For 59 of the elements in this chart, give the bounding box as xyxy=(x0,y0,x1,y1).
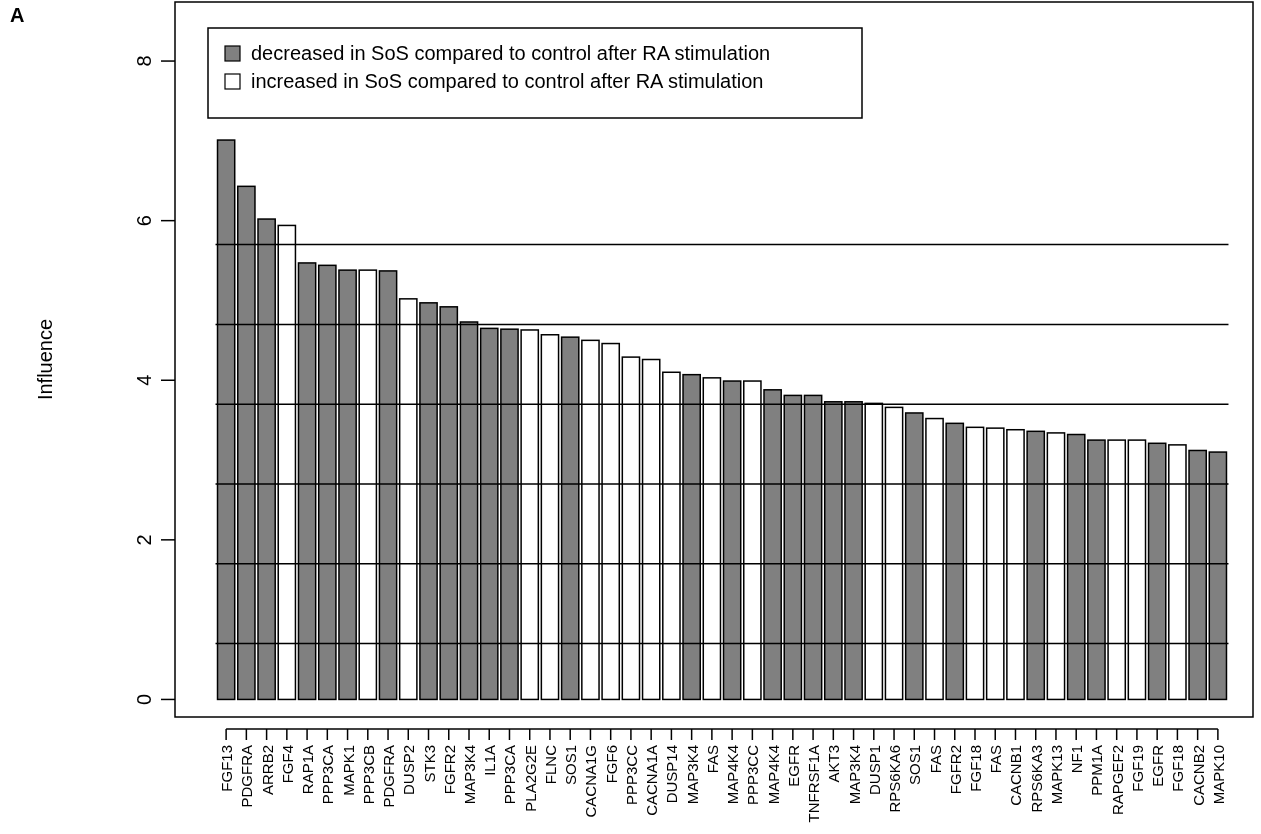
x-tick-label: FAS xyxy=(926,745,944,774)
x-tick-label: AKT3 xyxy=(825,745,843,783)
x-tick-label: MAPK13 xyxy=(1047,745,1065,805)
x-tick-label: FGF18 xyxy=(967,745,984,792)
y-tick-label: 8 xyxy=(133,55,155,67)
x-tick-label: RPS6KA6 xyxy=(886,745,904,813)
x-tick-label: PDGFRA xyxy=(380,745,398,808)
x-tick-label: FAS xyxy=(987,745,1005,774)
x-tick-label: IL1A xyxy=(481,745,499,776)
x-tick-label: PDGFRA xyxy=(238,745,256,808)
x-tick-label: FGF13 xyxy=(218,745,236,792)
x-tick-label: FGF18 xyxy=(1169,745,1187,792)
x-tick-label: RAPGEF2 xyxy=(1108,745,1126,816)
x-tick-label: TNFRSF1A xyxy=(805,745,823,823)
x-tick-label: MAP3K4 xyxy=(845,745,863,805)
x-tick-label: ARRB2 xyxy=(258,745,276,796)
x-tick-label: CACNB1 xyxy=(1007,745,1025,806)
x-tick-label: FGF19 xyxy=(1128,745,1146,792)
x-tick-label: PPP3CC xyxy=(744,744,762,806)
x-tick-label: MAP3K4 xyxy=(683,745,701,805)
x-tick-label: MAP3K4 xyxy=(461,745,478,805)
x-tick-label: NF1 xyxy=(1068,745,1086,774)
legend-label: decreased in SoS compared to control after RA stimulation xyxy=(251,42,771,64)
x-tick-label: FLNC xyxy=(541,744,559,785)
x-tick-label: SOS1 xyxy=(562,745,580,786)
x-tick-label: CACNA1A xyxy=(643,745,661,816)
x-tick-label: DUSP14 xyxy=(663,745,681,804)
x-tick-label: DUSP1 xyxy=(865,745,883,796)
x-tick-label: PLA2G2E xyxy=(521,745,539,812)
x-tick-label: CACNA1G xyxy=(582,745,600,818)
x-tick-label: RPS6KA3 xyxy=(1027,745,1045,813)
x-tick-label: SOS1 xyxy=(906,745,924,786)
x-tick-label: FAS xyxy=(703,745,721,774)
x-tick-label: MAP4K4 xyxy=(724,745,742,805)
y-tick-label: 2 xyxy=(133,534,155,546)
x-tick-label: FGFR2 xyxy=(440,745,458,795)
x-tick-label: RAP1A xyxy=(299,745,317,795)
x-tick-label: PPM1A xyxy=(1088,745,1106,796)
y-tick-label: 0 xyxy=(133,693,155,706)
y-tick-label: 4 xyxy=(133,374,155,386)
text: A xyxy=(10,4,25,26)
x-tick-label: PPP3CB xyxy=(359,745,377,805)
x-tick-label: CACNB2 xyxy=(1189,745,1207,806)
x-tick-label: PPP3CA xyxy=(319,745,337,805)
legend-label: increased in SoS compared to control after RA stimulation xyxy=(251,70,764,92)
x-tick-label: MAPK1 xyxy=(339,745,357,796)
x-tick-label: STK3 xyxy=(420,745,438,783)
x-tick-label: PPP3CA xyxy=(501,745,519,805)
x-tick-label: MAP4K4 xyxy=(764,745,782,805)
x-tick-label: EGFR xyxy=(784,744,802,787)
x-tick-label: FGF6 xyxy=(602,745,620,784)
x-tick-label: EGFR xyxy=(1149,744,1167,787)
x-tick-label: MAPK10 xyxy=(1209,745,1227,805)
x-tick-label: DUSP2 xyxy=(400,745,418,796)
y-axis-title: Influence xyxy=(34,318,56,401)
x-tick-label: FGFR2 xyxy=(946,745,964,795)
y-tick-label: 6 xyxy=(133,215,155,227)
x-tick-label: PPP3CC xyxy=(622,744,640,806)
x-tick-label: FGF4 xyxy=(278,745,296,784)
